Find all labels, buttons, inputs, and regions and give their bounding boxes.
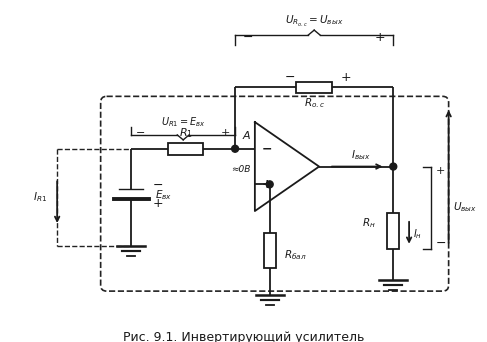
Text: $U_{R_{о.с}}=U_{вых}$: $U_{R_{о.с}}=U_{вых}$ — [285, 14, 343, 29]
Text: $R_1$: $R_1$ — [179, 126, 193, 140]
Circle shape — [390, 163, 397, 170]
Text: +: + — [436, 167, 445, 176]
Text: $U_{вых}$: $U_{вых}$ — [452, 201, 477, 214]
Text: +: + — [375, 30, 385, 43]
Text: A: A — [243, 131, 251, 141]
Text: −: − — [262, 142, 272, 155]
Bar — [387, 213, 399, 249]
Text: $R_{бал}$: $R_{бал}$ — [283, 249, 306, 262]
Text: $I_{вых}$: $I_{вых}$ — [352, 148, 371, 161]
Text: +: + — [221, 128, 230, 138]
Text: +: + — [262, 178, 272, 191]
Bar — [264, 233, 276, 268]
Text: −: − — [136, 128, 146, 138]
Text: −: − — [284, 71, 295, 84]
Text: $R_{о.с}$: $R_{о.с}$ — [303, 96, 325, 110]
Text: +: + — [340, 71, 351, 84]
Text: ≈0В: ≈0В — [230, 165, 250, 174]
Text: Рис. 9.1. Инвертирующий усилитель: Рис. 9.1. Инвертирующий усилитель — [123, 331, 364, 342]
Text: $R_{н}$: $R_{н}$ — [362, 216, 375, 230]
Text: $I_{R1}$: $I_{R1}$ — [33, 190, 47, 204]
Text: $I_{н}$: $I_{н}$ — [413, 227, 422, 241]
Text: −: − — [243, 30, 254, 43]
Text: −: − — [153, 179, 164, 192]
Bar — [297, 81, 332, 93]
Circle shape — [232, 145, 239, 152]
Text: $U_{R1}=E_{вх}$: $U_{R1}=E_{вх}$ — [161, 115, 206, 129]
Text: +: + — [153, 197, 164, 210]
Bar — [168, 143, 204, 155]
Text: $E_{вх}$: $E_{вх}$ — [155, 188, 172, 202]
Circle shape — [266, 181, 273, 188]
Text: −: − — [436, 237, 446, 250]
